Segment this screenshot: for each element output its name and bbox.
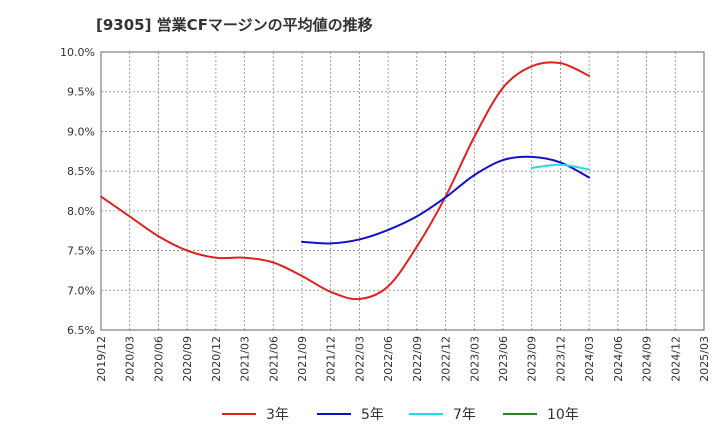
y-tick-label: 7.0%: [67, 284, 95, 297]
y-tick-label: 9.5%: [67, 86, 95, 99]
y-tick-label: 7.5%: [67, 245, 95, 258]
x-tick-label: 2023/06: [497, 336, 510, 382]
legend-label: 3年: [266, 407, 289, 423]
legend-label: 7年: [453, 407, 476, 423]
y-tick-label: 10.0%: [60, 46, 95, 59]
series-line-3年: [100, 61, 591, 301]
x-tick-label: 2019/12: [95, 336, 108, 382]
legend: 3年 5年 7年 10年: [222, 407, 579, 423]
x-tick-label: 2024/12: [669, 336, 682, 382]
x-tick-label: 2025/03: [698, 336, 711, 382]
x-tick-label: 2020/12: [210, 336, 223, 382]
x-axis-ticks: 2019/12 2020/03 2020/06 2020/09 2020/12 2021/…: [95, 336, 711, 382]
series-lines: [100, 61, 591, 301]
plot-frame: [100, 51, 705, 331]
x-tick-label: 2022/03: [353, 336, 366, 382]
x-tick-label: 2022/06: [382, 336, 395, 382]
y-tick-label: 8.0%: [67, 205, 95, 218]
series-line-5年: [301, 155, 591, 245]
x-tick-label: 2021/06: [267, 336, 280, 382]
x-tick-label: 2023/12: [554, 336, 567, 382]
x-tick-label: 2020/09: [181, 336, 194, 382]
x-tick-label: 2021/03: [239, 336, 252, 382]
y-tick-label: 6.5%: [67, 324, 95, 337]
x-tick-label: 2022/12: [440, 336, 453, 382]
x-tick-label: 2021/09: [296, 336, 309, 382]
x-tick-label: 2021/12: [325, 336, 338, 382]
x-tick-label: 2020/06: [152, 336, 165, 382]
x-tick-label: 2022/09: [411, 336, 424, 382]
x-tick-label: 2024/03: [583, 336, 596, 382]
legend-label: 10年: [547, 407, 579, 423]
legend-label: 5年: [361, 407, 384, 423]
x-tick-label: 2023/03: [468, 336, 481, 382]
y-tick-label: 9.0%: [67, 125, 95, 138]
x-tick-label: 2023/09: [526, 336, 539, 382]
y-axis-ticks: 10.0% 9.5% 9.0% 8.5% 8.0% 7.5% 7.0% 6.5%: [60, 46, 95, 337]
y-tick-label: 8.5%: [67, 165, 95, 178]
x-tick-label: 2024/09: [641, 336, 654, 382]
x-tick-label: 2024/06: [612, 336, 625, 382]
grid-lines: [100, 51, 705, 331]
x-tick-label: 2020/03: [124, 336, 137, 382]
chart-title: [9305] 営業CFマージンの平均値の推移: [96, 16, 373, 34]
series-line-7年: [530, 163, 591, 171]
